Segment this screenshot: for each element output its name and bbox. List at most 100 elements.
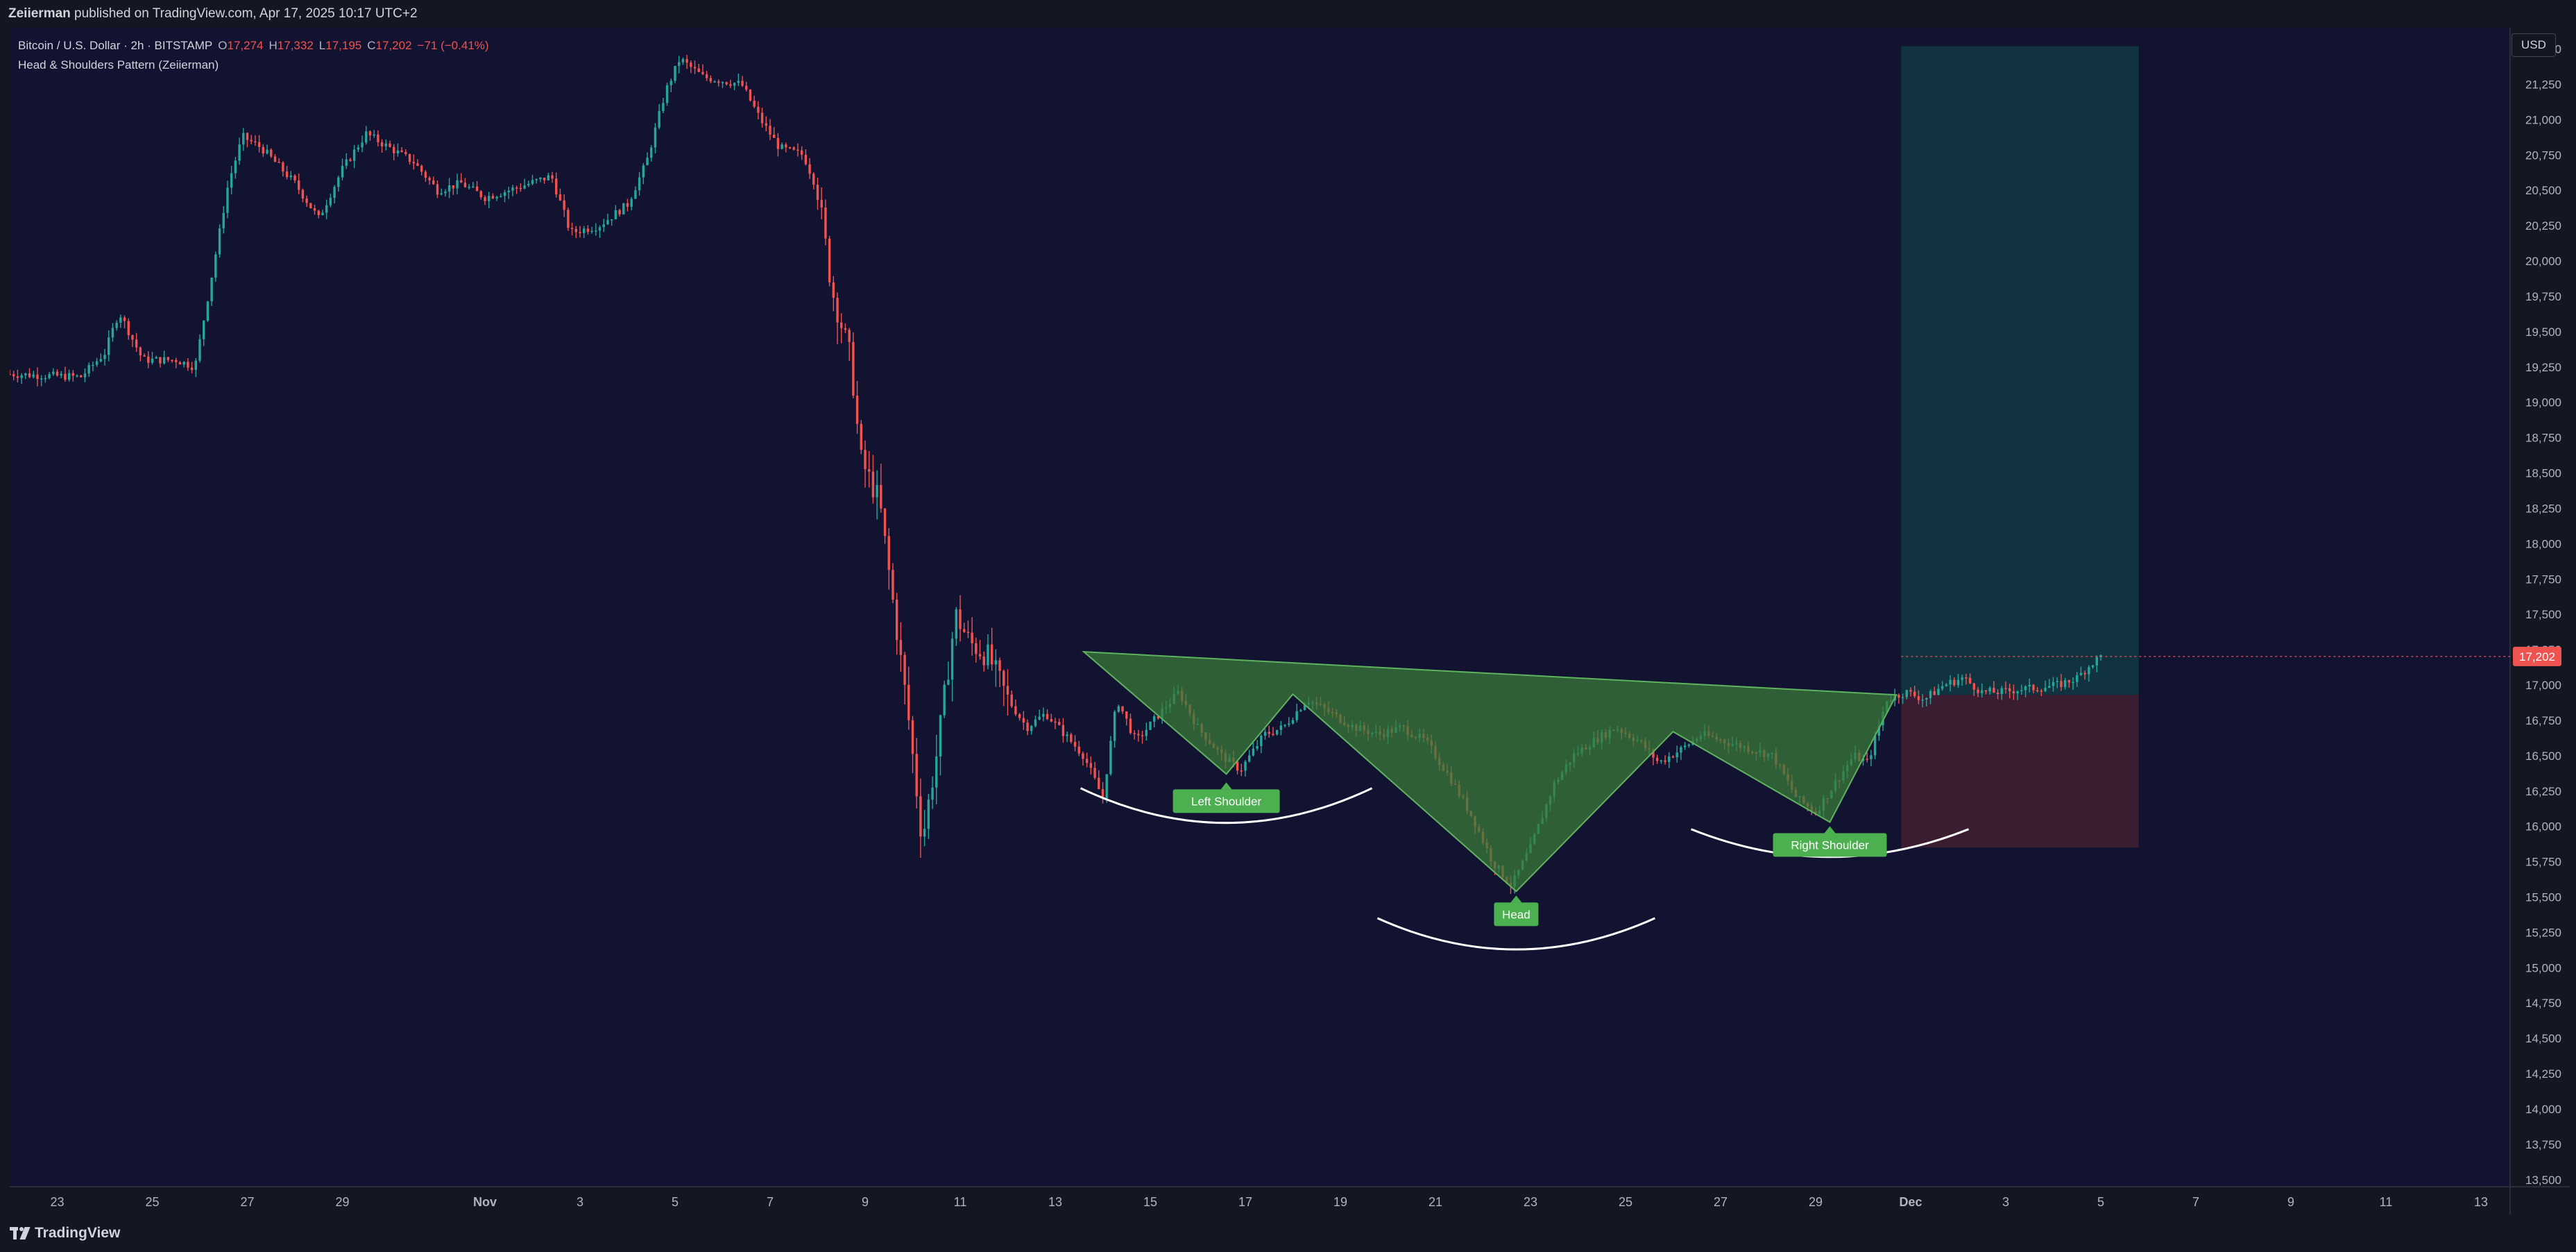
left-shoulder-label[interactable]: [1172, 789, 1280, 813]
candle-body: [1038, 716, 1041, 720]
candle-body: [895, 599, 898, 641]
candle-body: [1149, 721, 1152, 730]
candle-body: [1668, 756, 1671, 762]
x-tick-label: 23: [1524, 1195, 1537, 1209]
candle-body: [293, 175, 296, 180]
close-label: C: [367, 39, 376, 52]
candle-body: [788, 147, 792, 149]
candle-body: [400, 150, 403, 152]
y-tick-label: 21,000: [2525, 113, 2561, 126]
candle-body: [380, 142, 384, 146]
candle-body: [717, 81, 720, 83]
candle-body: [598, 227, 602, 231]
candle-body: [1082, 753, 1084, 759]
stop-zone[interactable]: [1901, 695, 2139, 848]
candle-body: [1085, 759, 1089, 763]
candle-body: [36, 374, 39, 380]
candle-body: [131, 335, 134, 340]
candle-body: [20, 375, 23, 378]
indicator-title[interactable]: Head & Shoulders Pattern (Zeiierman): [18, 58, 219, 71]
candle-body: [1247, 755, 1251, 762]
candle-body: [111, 328, 114, 338]
candle-body: [1113, 711, 1116, 741]
candle-body: [2060, 681, 2063, 687]
candle-body: [753, 101, 756, 107]
pattern-shape[interactable]: [1082, 650, 1898, 893]
candle-body: [222, 212, 225, 229]
candle-body: [254, 141, 257, 143]
candle-body: [123, 317, 126, 321]
candle-body: [1909, 690, 1912, 692]
brand-name: TradingView: [35, 1225, 121, 1241]
right-shoulder-label-pointer: [1824, 826, 1836, 834]
candle-body: [1671, 756, 1675, 758]
symbol-title[interactable]: Bitcoin / U.S. Dollar · 2h · BITSTAMP: [18, 39, 213, 52]
candle-body: [1687, 744, 1691, 746]
open-value: 17,274: [227, 39, 264, 52]
candle-body: [816, 185, 819, 201]
candle-body: [162, 357, 166, 364]
y-tick-label: 20,750: [2525, 149, 2561, 162]
candle-body: [669, 81, 673, 85]
candle-body: [1145, 729, 1148, 736]
candle-body: [690, 62, 692, 67]
candle-body: [2083, 672, 2086, 675]
chart-legend: Bitcoin / U.S. Dollar · 2h · BITSTAMP O1…: [18, 36, 489, 75]
candle-body: [848, 330, 851, 342]
candle-body: [282, 162, 284, 172]
candle-body: [741, 81, 744, 86]
candle-body: [456, 180, 459, 189]
candle-body: [270, 149, 273, 157]
candle-body: [99, 359, 103, 362]
candle-body: [127, 321, 130, 336]
candle-body: [495, 196, 498, 199]
candle-body: [515, 187, 518, 189]
candle-body: [230, 173, 233, 188]
candle-body: [135, 339, 138, 348]
candle-body: [836, 297, 839, 323]
candle-body: [392, 146, 395, 153]
y-tick-label: 19,000: [2525, 396, 2561, 409]
candle-body: [352, 149, 356, 161]
candle-body: [361, 142, 364, 148]
price-chart[interactable]: 13,500 13,750 14,000 14,250 14,500 14,750 15,0…: [10, 28, 2570, 1215]
y-tick-label: 17,500: [2525, 608, 2561, 621]
candle-body: [606, 220, 609, 225]
candle-body: [1993, 688, 1995, 693]
tradingview-logo-icon: [10, 1227, 31, 1240]
right-shoulder-arc[interactable]: [1690, 828, 1970, 858]
candle-body: [558, 194, 562, 201]
candle-body: [2008, 688, 2011, 691]
candle-body: [796, 149, 799, 151]
candle-body: [1965, 677, 1968, 679]
candle-body: [674, 65, 676, 81]
candle-body: [1933, 691, 1936, 695]
candle-body: [198, 339, 201, 361]
candle-body: [194, 360, 198, 371]
y-tick-label: 14,500: [2525, 1032, 2561, 1045]
left-shoulder-arc[interactable]: [1080, 787, 1373, 824]
candle-body: [1125, 711, 1128, 719]
tradingview-brand[interactable]: TradingView: [10, 1225, 120, 1242]
y-tick-label: 20,500: [2525, 184, 2561, 197]
candle-body: [325, 205, 328, 213]
candle-body: [1098, 777, 1100, 790]
candle-body: [24, 373, 27, 375]
candle-body: [500, 196, 502, 197]
y-tick-label: 19,750: [2525, 290, 2561, 303]
target-zone[interactable]: [1901, 46, 2139, 695]
candle-body: [927, 800, 930, 829]
candle-body: [1866, 759, 1868, 760]
candle-body: [579, 232, 581, 233]
candle-body: [602, 224, 605, 228]
candle-body: [182, 362, 185, 365]
head-arc[interactable]: [1376, 917, 1656, 951]
right-shoulder-label[interactable]: [1773, 833, 1887, 857]
publisher-name[interactable]: Zeiierman: [8, 6, 71, 21]
candle-body: [218, 228, 221, 255]
candle-body: [167, 357, 170, 360]
head-label[interactable]: [1494, 902, 1539, 927]
candle-body: [384, 143, 388, 146]
currency-button[interactable]: USD: [2511, 33, 2556, 57]
last-price-tag[interactable]: [2513, 646, 2561, 666]
